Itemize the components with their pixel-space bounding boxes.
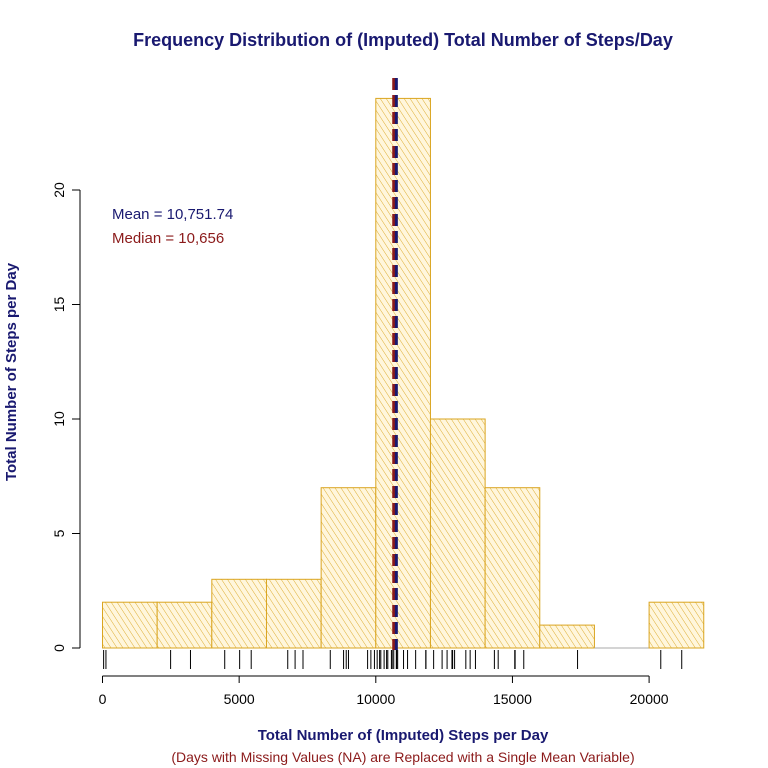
histogram-bar-8 — [539, 624, 595, 649]
y-axis: 0 5 10 15 20 — [51, 182, 81, 652]
x-tick-label-5000: 5000 — [224, 691, 255, 707]
histogram-bar-2 — [211, 578, 267, 649]
reference-lines — [392, 78, 398, 650]
histogram-bar-5 — [375, 97, 431, 649]
histogram-bars — [102, 97, 705, 649]
median-annotation: Median = 10,656 — [112, 230, 224, 247]
histogram-bar-1 — [156, 601, 213, 649]
x-axis: 0 5000 10000 15000 20000 — [99, 675, 669, 707]
histogram-bar-0 — [102, 601, 158, 649]
chart-title: Frequency Distribution of (Imputed) Tota… — [133, 30, 673, 50]
chart-subtitle: (Days with Missing Values (NA) are Repla… — [171, 749, 634, 765]
rug-ticks — [103, 650, 683, 669]
y-tick-label-5: 5 — [51, 529, 67, 537]
x-axis-label: Total Number of (Imputed) Steps per Day — [258, 727, 549, 744]
mean-annotation: Mean = 10,751.74 — [112, 206, 233, 223]
x-tick-label-20000: 20000 — [630, 691, 669, 707]
x-tick-label-10000: 10000 — [356, 691, 395, 707]
histogram-bar-10 — [648, 601, 705, 649]
histogram-bar-3 — [265, 578, 322, 649]
histogram-bar-6 — [429, 418, 486, 649]
histogram-bar-7 — [484, 487, 541, 649]
y-tick-label-0: 0 — [51, 644, 67, 652]
x-tick-label-15000: 15000 — [493, 691, 532, 707]
y-axis-label: Total Number of Steps per Day — [3, 262, 20, 481]
y-tick-label-10: 10 — [51, 411, 67, 427]
histogram-bar-4 — [320, 487, 377, 649]
y-tick-label-15: 15 — [51, 297, 67, 313]
y-tick-label-20: 20 — [51, 182, 67, 198]
x-tick-label-0: 0 — [99, 691, 107, 707]
